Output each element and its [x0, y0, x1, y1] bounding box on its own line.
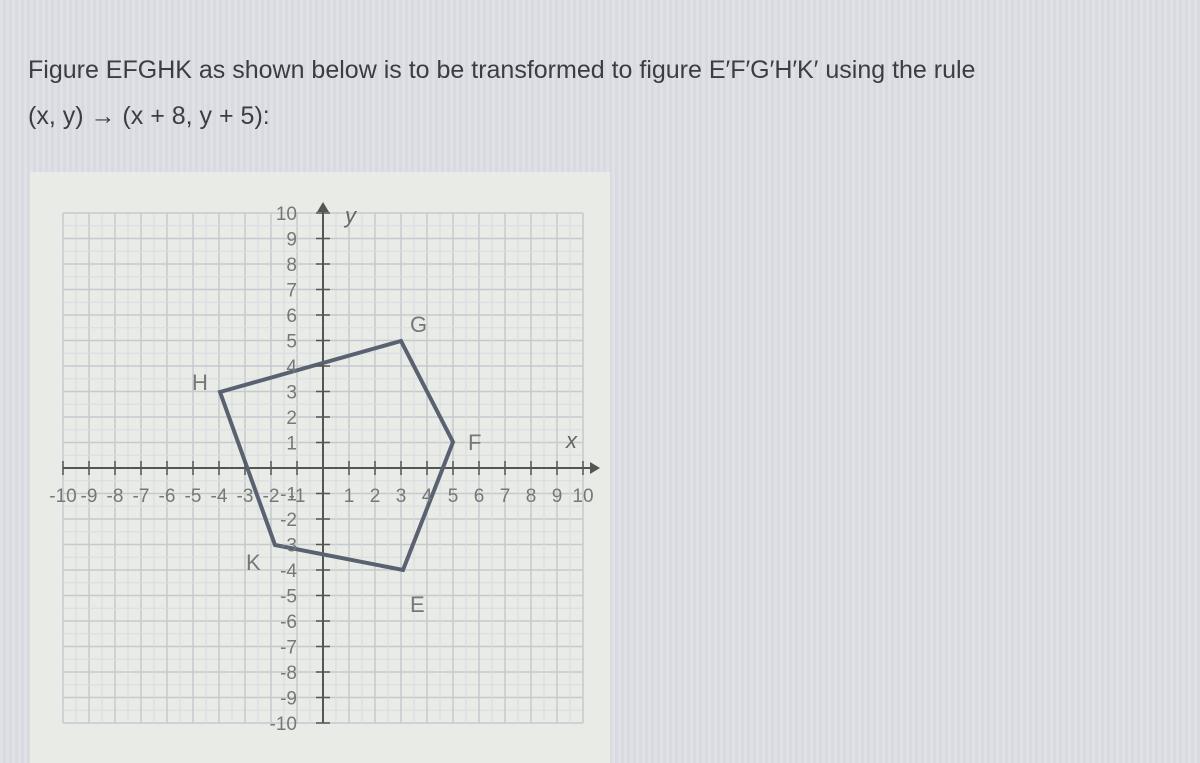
x-tick-label: -10 — [49, 486, 76, 507]
x-tick-label: 5 — [448, 486, 459, 507]
coordinate-graph: y x H G F E K -10 -9 -8 -7 -6 -5 -4 -3 -2 -1 1 2 3 4 5… — [30, 172, 610, 763]
y-tick-label: 5 — [286, 332, 297, 353]
x-tick-label: 3 — [396, 486, 407, 507]
vertex-label: H — [192, 370, 208, 395]
x-tick-label: -6 — [159, 486, 176, 507]
y-tick-label: 4 — [286, 357, 297, 378]
question-line: (x, y) → (x + 8, y + 5): — [28, 102, 270, 130]
y-tick-label: -10 — [270, 714, 297, 735]
y-tick-label: 9 — [286, 230, 297, 251]
y-tick-label: 2 — [286, 408, 297, 429]
x-tick-label: -7 — [133, 486, 150, 507]
vertex-label: K — [246, 550, 261, 575]
vertex-label: E — [410, 592, 425, 617]
y-tick-label: -2 — [280, 510, 297, 531]
x-tick-label: -9 — [81, 486, 98, 507]
x-tick-label: 4 — [422, 486, 433, 507]
y-tick-label: -5 — [280, 587, 297, 608]
tick-labels: -10 -9 -8 -7 -6 -5 -4 -3 -2 -1 1 2 3 4 5 6 7 8 9 1010987654… — [49, 204, 593, 735]
x-tick-label: -1 — [289, 486, 306, 507]
x-tick-label: 10 — [572, 486, 593, 507]
y-tick-label: 8 — [286, 255, 297, 276]
y-tick-label: 6 — [286, 306, 297, 327]
x-tick-label: 9 — [552, 486, 563, 507]
y-tick-label: 10 — [276, 204, 297, 225]
y-tick-label: -1 — [280, 485, 297, 506]
x-tick-label: 2 — [370, 486, 381, 507]
x-tick-label: -2 — [263, 486, 280, 507]
y-tick-label: -3 — [280, 536, 297, 557]
question-line: Figure EFGHK as shown below is to be tra… — [28, 56, 976, 84]
y-tick-label: -7 — [280, 638, 297, 659]
y-tick-label: -6 — [280, 612, 297, 633]
y-tick-label: -9 — [280, 689, 297, 710]
x-tick-label: -5 — [185, 486, 202, 507]
x-tick-label: -3 — [237, 486, 254, 507]
y-tick-label: -4 — [280, 561, 297, 582]
y-tick-label: 3 — [286, 383, 297, 404]
y-axis-arrow — [317, 202, 329, 212]
x-tick-label: 7 — [500, 486, 511, 507]
x-tick-label: 8 — [526, 486, 537, 507]
y-tick-label: 1 — [286, 434, 297, 455]
x-tick-label: 1 — [344, 486, 355, 507]
y-tick-label: 7 — [286, 281, 297, 302]
axis-label: x — [565, 428, 578, 453]
y-tick-label: -8 — [280, 663, 297, 684]
figure-efghk — [217, 338, 456, 573]
x-axis-arrow — [590, 462, 600, 474]
x-tick-label: -4 — [211, 486, 228, 507]
vertex-label: F — [468, 430, 481, 455]
x-tick-label: 6 — [474, 486, 485, 507]
axis-label: y — [343, 203, 358, 228]
vertex-label: G — [410, 312, 427, 337]
x-tick-label: -8 — [107, 486, 124, 507]
